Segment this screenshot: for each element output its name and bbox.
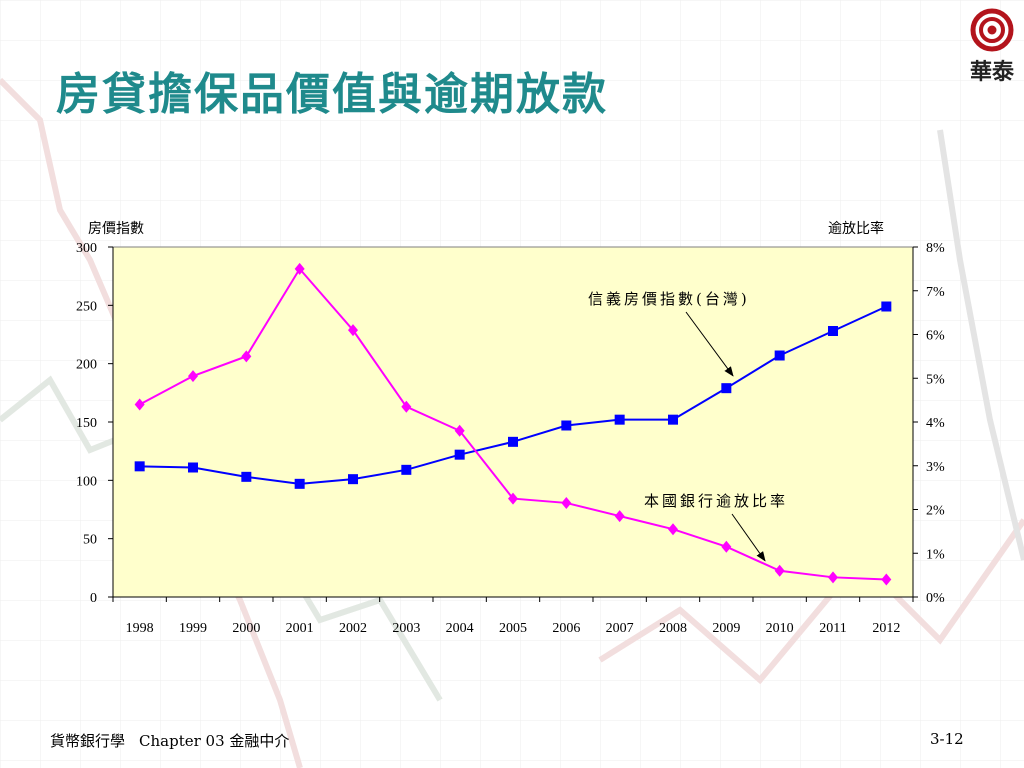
y-right-tick-label: 5% xyxy=(926,372,945,387)
y-left-tick-label: 50 xyxy=(83,533,97,548)
x-tick-label: 2008 xyxy=(659,621,687,636)
y-right-tick-label: 2% xyxy=(926,504,945,519)
overdue-ratio-point xyxy=(508,492,518,505)
y-left-axis-label: 房價指數 xyxy=(88,220,144,237)
overdue-ratio-point xyxy=(294,262,305,275)
x-tick-label: 1998 xyxy=(126,621,154,636)
overdue-ratio-point xyxy=(241,350,252,363)
x-tick-label: 2004 xyxy=(446,621,474,636)
x-tick-label: 2012 xyxy=(872,621,900,636)
y-right-tick-label: 7% xyxy=(926,285,945,300)
house-price-point xyxy=(508,436,518,447)
y-right-tick-label: 4% xyxy=(926,416,945,431)
annotation-arrow-overdue-ratio xyxy=(731,513,766,562)
house-price-point xyxy=(134,461,145,472)
house-price-point xyxy=(721,383,732,394)
y-right-tick-label: 3% xyxy=(926,460,945,475)
y-right-tick-label: 0% xyxy=(926,591,945,606)
y-left-tick-label: 0 xyxy=(90,591,97,606)
footer-chapter: Chapter 03 金融中介 xyxy=(139,732,290,750)
footer-left: 貨幣銀行學 Chapter 03 金融中介 xyxy=(50,730,289,751)
overdue-ratio-point xyxy=(668,523,678,536)
overdue-ratio-point xyxy=(454,424,465,437)
y-right-tick-label: 6% xyxy=(926,329,945,344)
y-right-axis-label: 逾放比率 xyxy=(828,220,884,237)
house-price-point xyxy=(774,350,785,361)
slide-title: 房貸擔保品價值與逾期放款 xyxy=(56,69,608,120)
x-tick-label: 2007 xyxy=(606,621,634,636)
logo-text: 華泰 xyxy=(969,60,1014,85)
x-tick-label: 2011 xyxy=(819,621,846,636)
x-tick-label: 2009 xyxy=(712,621,740,636)
x-tick-label: 2006 xyxy=(552,621,580,636)
plot-area xyxy=(112,246,914,598)
house-price-point xyxy=(401,464,412,475)
y-right-tick-label: 8% xyxy=(926,241,945,256)
y-left-tick-label: 300 xyxy=(76,241,97,256)
house-price-point xyxy=(454,449,465,460)
house-price-point xyxy=(561,420,572,431)
overdue-ratio-point xyxy=(828,571,838,584)
annotation-overdue-ratio: 本國銀行逾放比率 xyxy=(644,492,788,510)
overdue-ratio-point xyxy=(721,540,732,553)
y-left-tick-label: 250 xyxy=(76,299,97,314)
x-tick-label: 2000 xyxy=(232,621,260,636)
overdue-ratio-point xyxy=(881,573,892,586)
x-tick-label: 2005 xyxy=(499,621,527,636)
x-tick-label: 2010 xyxy=(766,621,794,636)
annotation-house-price-index: 信義房價指數(台灣) xyxy=(588,290,750,308)
house-price-point xyxy=(668,414,678,425)
house-price-point xyxy=(188,462,198,473)
overdue-ratio-point xyxy=(188,370,198,383)
y-left-tick-label: 200 xyxy=(76,358,97,373)
company-logo: 華泰 xyxy=(964,6,1020,86)
x-tick-label: 2002 xyxy=(339,621,367,636)
house-price-point xyxy=(294,478,305,489)
logo-rings-icon xyxy=(970,8,1014,52)
annotation-arrow-house-price xyxy=(685,311,734,377)
x-tick-label: 1999 xyxy=(179,621,207,636)
house-price-point xyxy=(881,301,892,312)
y-left-tick-label: 150 xyxy=(76,416,97,431)
house-price-point xyxy=(828,326,838,336)
overdue-ratio-point xyxy=(401,400,412,413)
x-tick-label: 2003 xyxy=(392,621,420,636)
house-price-point xyxy=(614,414,625,425)
y-right-tick-label: 1% xyxy=(926,547,945,562)
page-number: 3-12 xyxy=(930,730,964,748)
overdue-ratio-point xyxy=(348,324,358,337)
overdue-ratio-point xyxy=(134,398,145,411)
overdue-ratio-point xyxy=(561,496,572,509)
y-left-tick-label: 100 xyxy=(76,474,97,489)
footer-course: 貨幣銀行學 xyxy=(50,732,126,750)
house-price-point xyxy=(241,471,252,482)
overdue-ratio-point xyxy=(614,510,625,523)
house-price-point xyxy=(348,474,358,485)
x-tick-label: 2001 xyxy=(286,621,314,636)
overdue-ratio-point xyxy=(774,564,785,577)
